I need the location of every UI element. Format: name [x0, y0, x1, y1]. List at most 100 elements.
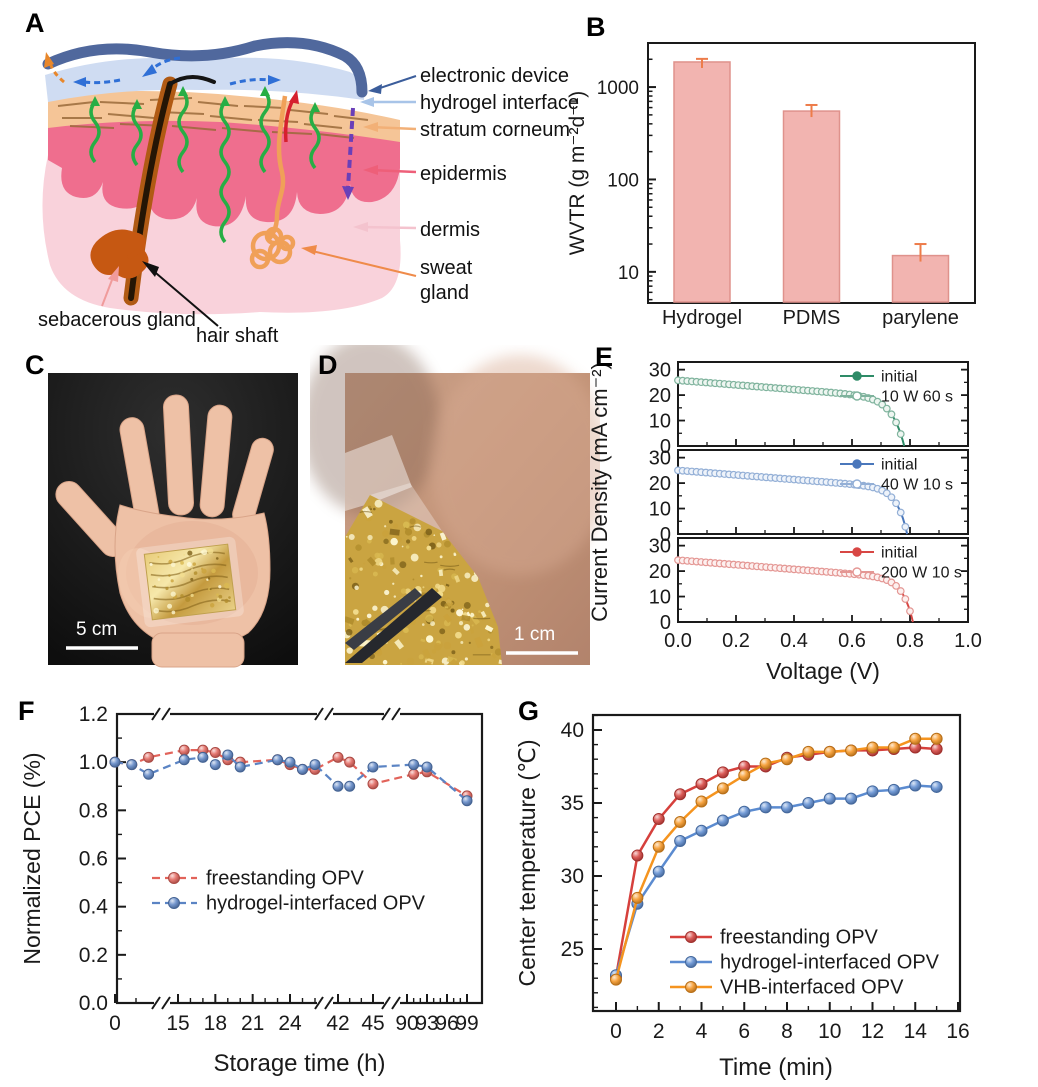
panel-d-label: D [318, 350, 338, 380]
hydrogel-edge [345, 435, 412, 511]
data-point [845, 792, 858, 805]
data-point [408, 759, 420, 771]
series-freestanding OPV [109, 744, 473, 802]
data-point [930, 780, 943, 793]
series-hydrogel-interfaced OPV [610, 779, 943, 982]
tweezers [345, 588, 442, 663]
wvtr-axes: 10 100 1000 [597, 42, 976, 304]
data-point [685, 931, 697, 943]
y-tick-label: 100 [607, 170, 639, 191]
jv-subplot-1: 0 10 20 30 initial 40 W 10 s [649, 448, 969, 546]
panel-c-label: C [25, 350, 45, 380]
skin-shadow [300, 335, 440, 515]
data-point [930, 732, 943, 745]
skin-highlight [430, 355, 610, 575]
y-tick-label: 35 [561, 792, 584, 815]
hair-above-skin [168, 75, 216, 86]
panel-f-label: F [18, 696, 35, 726]
data-point [143, 768, 155, 780]
sebaceous-duct [126, 247, 142, 261]
data-point [652, 840, 665, 853]
label-dermis: dermis [420, 219, 481, 241]
data-point [367, 778, 379, 790]
vapor-arrowheads [90, 86, 320, 112]
label-electronic-device: electronic device [420, 65, 569, 87]
data-point [716, 782, 729, 795]
x-tick-label: 0.2 [722, 630, 750, 652]
y-tick-label: 10 [618, 263, 639, 284]
y-tick-label: 0.8 [79, 799, 108, 822]
y-tick-label: 30 [649, 360, 671, 382]
hydrogel-edge2 [370, 483, 442, 531]
data-point [178, 744, 190, 756]
x-tick-label: 16 [946, 1020, 969, 1043]
legend-label: 200 W 10 s [881, 565, 962, 582]
bar-PDMS [782, 110, 841, 303]
legend-label: VHB-interfaced OPV [720, 977, 904, 999]
y-tick-label: 1000 [597, 78, 639, 99]
y-tick-label: 20 [649, 473, 671, 495]
data-point [209, 759, 221, 771]
axis-break [317, 998, 333, 1008]
data-point [738, 805, 751, 818]
y-tick-label: 10 [649, 499, 671, 521]
label-hair-shaft: hair shaft [196, 325, 279, 347]
data-point [461, 795, 473, 807]
y-tick-label: 0.0 [79, 992, 108, 1015]
series-VHB-interfaced OPV [610, 732, 943, 986]
annotation-arrows [101, 75, 417, 327]
x-tick-label: 0.8 [896, 630, 924, 652]
data-point [178, 754, 190, 766]
x-tick-label: 93 [415, 1012, 438, 1035]
data-point [823, 745, 836, 758]
data-point [781, 801, 793, 814]
x-tick-label: 14 [904, 1020, 928, 1043]
data-point [695, 824, 708, 837]
legend-label: 40 W 10 s [881, 477, 953, 494]
axis-break [384, 709, 400, 719]
axis-break [384, 998, 400, 1008]
jv-curve-treated-markers [674, 376, 905, 438]
x-tick-label: 6 [738, 1020, 750, 1043]
data-point [197, 751, 209, 763]
x-axis-label: Time (min) [719, 1054, 833, 1081]
y-axis-label: WVTR (g m⁻²d⁻¹) [566, 91, 589, 255]
bar-parylene [891, 254, 950, 303]
x-tick-label: 0.0 [664, 630, 692, 652]
y-tick-label: 30 [561, 865, 584, 888]
data-point [759, 757, 772, 770]
data-point [168, 872, 180, 884]
label-epidermis: epidermis [420, 163, 507, 185]
data-point [909, 779, 922, 792]
x-tick-label: 0 [610, 1020, 622, 1043]
data-point [332, 780, 344, 792]
legend-label: initial [881, 369, 917, 386]
data-point [695, 795, 708, 808]
data-point [759, 801, 772, 814]
y-tick-label: 1.2 [79, 703, 108, 726]
panel-a-label: A [25, 8, 45, 38]
label-sebacerous-gland: sebacerous gland [38, 309, 196, 331]
x-tick-label: 18 [204, 1012, 227, 1035]
inward-arrow [346, 107, 355, 189]
x-tick-label: 0.4 [780, 630, 808, 652]
data-point [408, 768, 420, 780]
escape-arrowhead [44, 52, 54, 68]
x-tick-label: 21 [241, 1012, 264, 1035]
jv-curve-treated-markers [674, 556, 914, 616]
pce-chart-svg: 0.0 0.2 0.4 0.6 0.8 1.0 1.2 0 15 18 21 24 42 45 909396… [19, 703, 484, 1077]
panel-e-jv-curves: 0 10 20 30 initial 10 W 60 s 0 10 20 30 initial 40 … [587, 340, 1038, 685]
hand-photo-svg [48, 373, 298, 668]
data-point [631, 891, 644, 904]
y-tick-label: 0 [660, 612, 671, 634]
panel-b-wvtr-chart: 10 100 1000 Hydrogel PDMS parylene WVTR (g m⁻²… [560, 0, 1038, 345]
y-tick-label: 30 [649, 536, 671, 558]
y-tick-label: 25 [561, 938, 584, 961]
y-tick-label: 10 [649, 587, 671, 609]
data-point [222, 749, 234, 761]
label-stratum-corneum: stratum corneum [420, 119, 571, 141]
data-point [109, 756, 121, 768]
y-tick-label: 0.6 [79, 848, 108, 871]
data-point [716, 814, 729, 827]
panel-a-skin-diagram: electronic device hydrogel interface str… [0, 0, 579, 347]
